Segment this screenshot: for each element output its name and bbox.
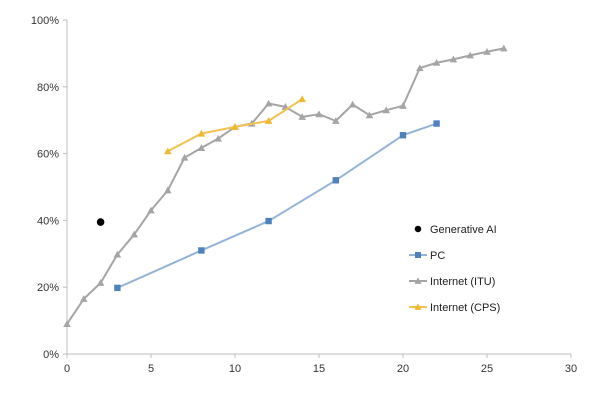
series-pc (114, 120, 440, 292)
data-point-internet-itu (63, 320, 71, 327)
data-point-internet-cps (298, 95, 306, 103)
legend-marker (414, 225, 422, 233)
data-point-pc (433, 120, 440, 127)
data-point-internet-itu (382, 106, 390, 114)
x-tick-label: 30 (565, 363, 577, 375)
data-point-internet-cps (164, 147, 172, 155)
data-point-pc (265, 217, 272, 225)
y-tick-label: 20% (37, 282, 59, 294)
y-tick-label: 60% (37, 149, 59, 161)
y-tick-label: 100% (31, 15, 59, 27)
data-point-internet-itu (416, 64, 424, 72)
x-tick-label: 10 (229, 363, 241, 375)
series-internet-itu (63, 44, 508, 327)
data-point-internet-cps (231, 123, 239, 130)
y-tick-label: 80% (37, 82, 59, 94)
data-point-internet-itu (483, 47, 491, 55)
plot-area (63, 44, 508, 327)
data-point-internet-itu (500, 44, 508, 52)
data-point-pc (114, 284, 121, 292)
legend-label: PC (430, 250, 445, 262)
data-point-internet-cps (264, 117, 273, 124)
data-point-internet-itu (180, 153, 189, 161)
y-tick-label: 40% (37, 215, 59, 227)
legend-label: Internet (ITU) (430, 276, 495, 288)
x-tick-label: 5 (148, 363, 154, 375)
legend-item-internet-itu: Internet (ITU) (409, 276, 495, 288)
data-point-internet-itu (449, 55, 458, 63)
data-point-internet-itu (365, 111, 374, 119)
x-tick-label: 0 (64, 363, 70, 375)
data-point-internet-itu (264, 99, 273, 107)
series-internet-cps (164, 95, 306, 155)
data-point-internet-itu (214, 134, 222, 142)
data-point-internet-itu (96, 279, 105, 286)
legend-marker (414, 303, 422, 310)
data-point-internet-itu (147, 206, 155, 214)
data-point-internet-itu (332, 117, 340, 124)
data-point-pc (332, 177, 339, 184)
data-point-internet-itu (399, 102, 407, 109)
legend-item-internet-cps: Internet (CPS) (409, 302, 500, 314)
legend-marker (415, 252, 421, 258)
data-point-internet-itu (315, 110, 323, 118)
data-point-generative-ai (96, 218, 105, 226)
data-point-internet-itu (298, 113, 306, 120)
data-point-internet-cps (197, 129, 206, 137)
data-point-pc (198, 247, 205, 254)
data-point-pc (399, 132, 407, 139)
data-point-internet-itu (113, 250, 122, 258)
data-point-internet-itu (432, 58, 441, 66)
data-point-internet-itu (466, 51, 474, 59)
x-tick-label: 25 (481, 363, 493, 375)
legend-item-generative-ai: Generative AI (414, 224, 497, 236)
legend-label: Internet (CPS) (430, 302, 500, 314)
legend-label: Generative AI (430, 224, 497, 236)
axes: 0% 20% 40% 60% 80% 100% 0 5 10 15 20 25 30 (31, 15, 577, 375)
data-point-internet-itu (80, 295, 88, 302)
data-point-internet-itu (197, 144, 206, 151)
data-point-internet-itu (348, 100, 357, 108)
x-tick-label: 15 (313, 363, 325, 375)
data-point-internet-itu (130, 230, 138, 238)
data-point-internet-itu (164, 186, 172, 194)
y-tick-label: 0% (43, 349, 59, 361)
x-tick-label: 20 (397, 363, 409, 375)
legend-item-pc: PC (409, 250, 445, 262)
legend-marker (414, 277, 422, 284)
legend: Generative AI PC Internet (ITU) Internet (C… (409, 224, 500, 314)
series-generative-ai (96, 218, 105, 226)
series-line-pc (116, 122, 437, 289)
